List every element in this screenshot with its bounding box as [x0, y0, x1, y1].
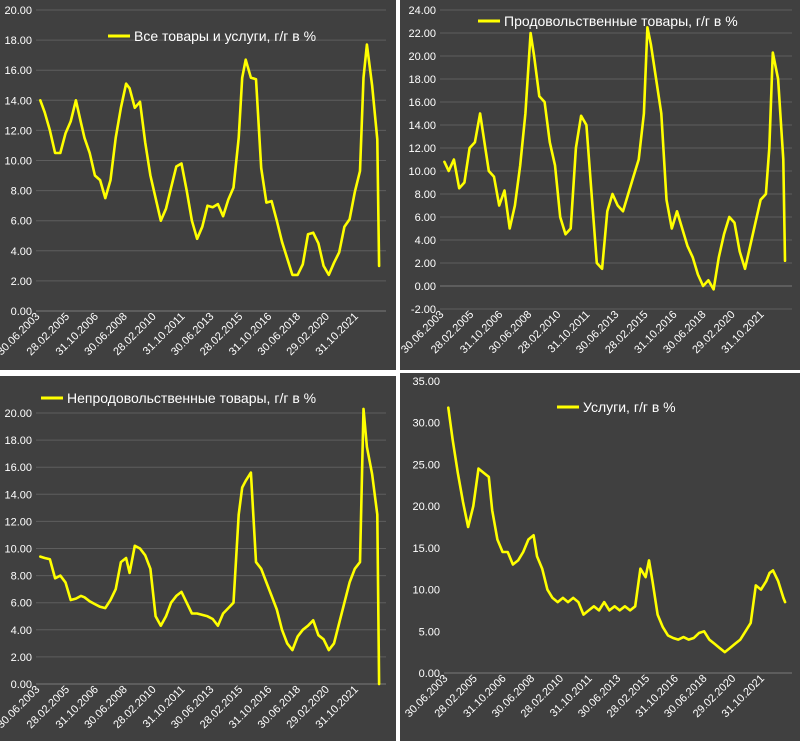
- y-tick-label: 10.00: [4, 544, 32, 556]
- y-tick-label: 4.00: [11, 625, 32, 637]
- y-tick-label: 10.00: [408, 166, 436, 178]
- y-tick-label: 20.00: [408, 51, 436, 63]
- y-tick-label: 20.00: [4, 408, 32, 420]
- y-tick-label: 20.00: [4, 5, 32, 17]
- y-tick-label: 10.00: [4, 156, 32, 168]
- series-line: [38, 43, 381, 277]
- y-tick-label: 6.00: [415, 212, 436, 224]
- series-line: [446, 406, 787, 654]
- y-tick-label: 4.00: [11, 246, 32, 258]
- y-tick-label: 18.00: [4, 435, 32, 447]
- y-tick-label: 16.00: [4, 65, 32, 77]
- chart-food: -2.00 0.00 2.00 4.00 6.00 8.00 10.00 12.00 14.00…: [400, 5, 792, 356]
- y-tick-label: 2.00: [415, 258, 436, 270]
- y-tick-label: 8.00: [415, 189, 436, 201]
- y-tick-label: 8.00: [11, 186, 32, 198]
- y-tick-label: 16.00: [408, 97, 436, 109]
- legend-label: Продовольственные товары, г/г в %: [504, 13, 738, 29]
- chart-panel-services: 0.00 5.00 10.00 15.00 20.00 25.00 30.00 35.00 30…: [400, 373, 800, 741]
- chart-panel-food: -2.00 0.00 2.00 4.00 6.00 8.00 10.00 12.00 14.00…: [400, 0, 800, 370]
- y-tick-label: 14.00: [4, 95, 32, 107]
- y-tick-label: 8.00: [11, 571, 32, 583]
- y-tick-label: 2.00: [11, 652, 32, 664]
- y-tick-label: 12.00: [4, 125, 32, 137]
- chart-nonfood: 0.00 2.00 4.00 6.00 8.00 10.00 12.00 14.00 16.00…: [0, 390, 386, 731]
- y-tick-label: 30.00: [412, 418, 440, 430]
- y-tick-label: 6.00: [11, 598, 32, 610]
- series-line: [38, 407, 381, 686]
- y-tick-label: 0.00: [419, 668, 440, 680]
- y-tick-label: 18.00: [4, 35, 32, 47]
- chart-services: 0.005.0010.0015.0020.0025.0030.0035.0030…: [403, 376, 792, 720]
- y-tick-label: 14.00: [4, 489, 32, 501]
- legend-label: Все товары и услуги, г/г в %: [134, 28, 316, 44]
- y-tick-label: -2.00: [411, 304, 436, 316]
- y-tick-label: 18.00: [408, 74, 436, 86]
- chart-all-goods: 0.00 2.00 4.00 6.00 8.00 10.00 12.00 14.00 16.00…: [0, 5, 386, 358]
- chart-panel-nonfood: 0.00 2.00 4.00 6.00 8.00 10.00 12.00 14.00 16.00…: [0, 376, 396, 741]
- y-tick-label: 14.00: [408, 120, 436, 132]
- y-tick-label: 24.00: [408, 5, 436, 17]
- y-tick-label: 15.00: [412, 543, 440, 555]
- y-tick-label: 35.00: [412, 376, 440, 388]
- y-tick-label: 6.00: [11, 216, 32, 228]
- series-line: [443, 25, 787, 291]
- legend-label: Непродовольственные товары, г/г в %: [67, 390, 316, 406]
- y-tick-label: 0.00: [415, 281, 436, 293]
- y-tick-label: 20.00: [412, 501, 440, 513]
- chart-panel-all-goods: 0.00 2.00 4.00 6.00 8.00 10.00 12.00 14.00 16.00…: [0, 0, 396, 370]
- y-tick-label: 12.00: [408, 143, 436, 155]
- y-tick-label: 4.00: [415, 235, 436, 247]
- y-tick-label: 25.00: [412, 459, 440, 471]
- y-tick-label: 16.00: [4, 462, 32, 474]
- y-tick-label: 5.00: [419, 626, 440, 638]
- y-tick-label: 0.00: [11, 679, 32, 691]
- legend-label: Услуги, г/г в %: [583, 399, 676, 415]
- y-tick-label: 12.00: [4, 516, 32, 528]
- y-tick-label: 0.00: [11, 306, 32, 318]
- y-tick-label: 2.00: [11, 276, 32, 288]
- y-tick-label: 10.00: [412, 585, 440, 597]
- y-tick-label: 22.00: [408, 28, 436, 40]
